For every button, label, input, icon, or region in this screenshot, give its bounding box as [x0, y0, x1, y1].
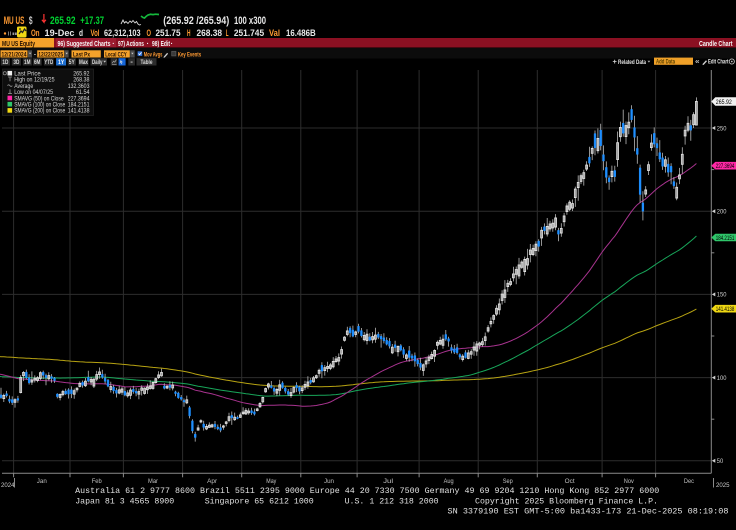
svg-text:184.2151: 184.2151 [68, 102, 90, 109]
svg-text:Mov Avgs: Mov Avgs [144, 51, 163, 58]
svg-text:16.486B: 16.486B [286, 28, 316, 39]
svg-text:On: On [31, 28, 40, 39]
svg-text:251.75: 251.75 [156, 28, 182, 39]
svg-text:U.S. 1 212 318 2000: U.S. 1 212 318 2000 [345, 497, 439, 506]
svg-text:Local CCY: Local CCY [105, 51, 127, 58]
svg-text:96) Suggested Charts: 96) Suggested Charts [58, 39, 111, 48]
svg-text:O: O [147, 28, 152, 39]
svg-text:L: L [226, 28, 229, 39]
svg-text:SMAVG (100) on Close: SMAVG (100) on Close [14, 102, 65, 109]
svg-text:265.92: 265.92 [716, 99, 732, 106]
svg-text:227.3694: 227.3694 [716, 163, 735, 170]
svg-text:19-Dec: 19-Dec [45, 28, 75, 39]
svg-text:268.38: 268.38 [197, 28, 223, 39]
svg-text:2024: 2024 [1, 482, 15, 489]
svg-text:Edit Chart: Edit Chart [708, 59, 729, 66]
svg-text:Last Price: Last Price [14, 71, 41, 78]
svg-text:·: · [147, 39, 150, 48]
svg-text:100: 100 [717, 375, 727, 382]
svg-text:184.2151: 184.2151 [716, 235, 735, 242]
svg-text:MU US Equity: MU US Equity [2, 39, 36, 48]
svg-text:5Y: 5Y [69, 59, 75, 66]
svg-text:Max: Max [79, 59, 88, 66]
svg-text:Candle Chart: Candle Chart [699, 39, 733, 48]
svg-text:May: May [266, 478, 277, 485]
svg-text:Copyright 2025 Bloomberg Finan: Copyright 2025 Bloomberg Finance L.P. [475, 496, 658, 506]
svg-text:50: 50 [717, 458, 724, 465]
svg-text:YTD: YTD [44, 59, 53, 66]
svg-text:250: 250 [717, 125, 727, 132]
svg-text:Jul: Jul [383, 478, 393, 485]
svg-text:High on 12/19/25: High on 12/19/25 [14, 77, 55, 84]
svg-text:SMAVG (200) on Close: SMAVG (200) on Close [14, 108, 65, 115]
svg-text:·: · [112, 39, 115, 48]
svg-text:141.4138: 141.4138 [68, 108, 90, 115]
svg-text:265.92: 265.92 [73, 71, 90, 78]
svg-text:98) Edit: 98) Edit [152, 39, 170, 48]
svg-text:Aug: Aug [444, 478, 454, 485]
svg-text:Average: Average [14, 83, 33, 90]
svg-text:132.3603: 132.3603 [68, 83, 90, 90]
svg-text:Feb: Feb [92, 478, 102, 485]
svg-text:Daily: Daily [92, 59, 103, 66]
svg-text:Australia 61 2 9777 8600 Brazi: Australia 61 2 9777 8600 Brazil 5511 239… [75, 486, 659, 496]
svg-text:12/22/2025: 12/22/2025 [38, 51, 63, 58]
svg-text:100 x300: 100 x300 [234, 15, 266, 27]
svg-text:·: · [171, 39, 174, 48]
svg-text:+: + [613, 57, 618, 66]
svg-text:61.54: 61.54 [76, 89, 90, 96]
svg-text:97) Actions: 97) Actions [118, 39, 144, 48]
svg-text:Vol: Vol [91, 28, 100, 39]
svg-text:Japan 81 3 4565 8900: Japan 81 3 4565 8900 [75, 497, 174, 506]
svg-text:$: $ [29, 15, 33, 27]
svg-text:Singapore 65 6212 1000: Singapore 65 6212 1000 [205, 496, 314, 506]
svg-text:265.92: 265.92 [50, 15, 76, 27]
svg-text:200: 200 [717, 209, 727, 216]
svg-text:Table: Table [141, 59, 153, 66]
svg-text:6M: 6M [34, 59, 41, 66]
svg-text:Jun: Jun [324, 478, 334, 485]
svg-text:227.3694: 227.3694 [68, 95, 90, 102]
svg-text:1D: 1D [2, 59, 8, 66]
svg-text:«: « [695, 59, 700, 66]
svg-text:Dec: Dec [684, 478, 694, 485]
svg-text:Oct: Oct [565, 478, 575, 485]
svg-text:3D: 3D [13, 59, 19, 66]
svg-text:MU US: MU US [4, 15, 25, 27]
svg-text:Related Data: Related Data [618, 59, 646, 66]
svg-text:Sep: Sep [503, 478, 513, 485]
svg-text:Val: Val [269, 28, 280, 39]
svg-text:H: H [187, 28, 191, 39]
svg-text:+17.37: +17.37 [80, 15, 104, 27]
svg-text:(265.92 /265.94): (265.92 /265.94) [163, 15, 229, 27]
svg-text:2025: 2025 [716, 482, 730, 489]
svg-text:141.4138: 141.4138 [716, 306, 735, 313]
svg-text:Add Data: Add Data [656, 58, 675, 65]
svg-text:d: d [79, 28, 83, 39]
svg-text:Low on 04/07/25: Low on 04/07/25 [14, 89, 53, 96]
svg-text:Jan: Jan [37, 478, 47, 485]
svg-text:Key Events: Key Events [178, 51, 201, 58]
svg-text:268.38: 268.38 [73, 77, 90, 84]
svg-text:-: - [34, 51, 37, 58]
svg-text:150: 150 [717, 292, 727, 299]
svg-text:Mar: Mar [148, 478, 158, 485]
svg-text:SMAVG (50) on Close: SMAVG (50) on Close [14, 95, 64, 102]
svg-text:12/21/2024: 12/21/2024 [2, 51, 27, 58]
svg-text:Nov: Nov [624, 478, 635, 485]
svg-text:251.745: 251.745 [234, 28, 265, 39]
svg-text:SN 3379190 EST GMT-5:00 ba143: SN 3379190 EST GMT-5:00 ba1433-173 21-De… [448, 507, 729, 517]
svg-text:1M: 1M [24, 59, 31, 66]
svg-text:62,312,103: 62,312,103 [104, 28, 141, 39]
svg-text:Apr: Apr [207, 478, 217, 485]
svg-text:Last Px: Last Px [73, 51, 90, 58]
svg-text:1Y: 1Y [58, 59, 64, 66]
